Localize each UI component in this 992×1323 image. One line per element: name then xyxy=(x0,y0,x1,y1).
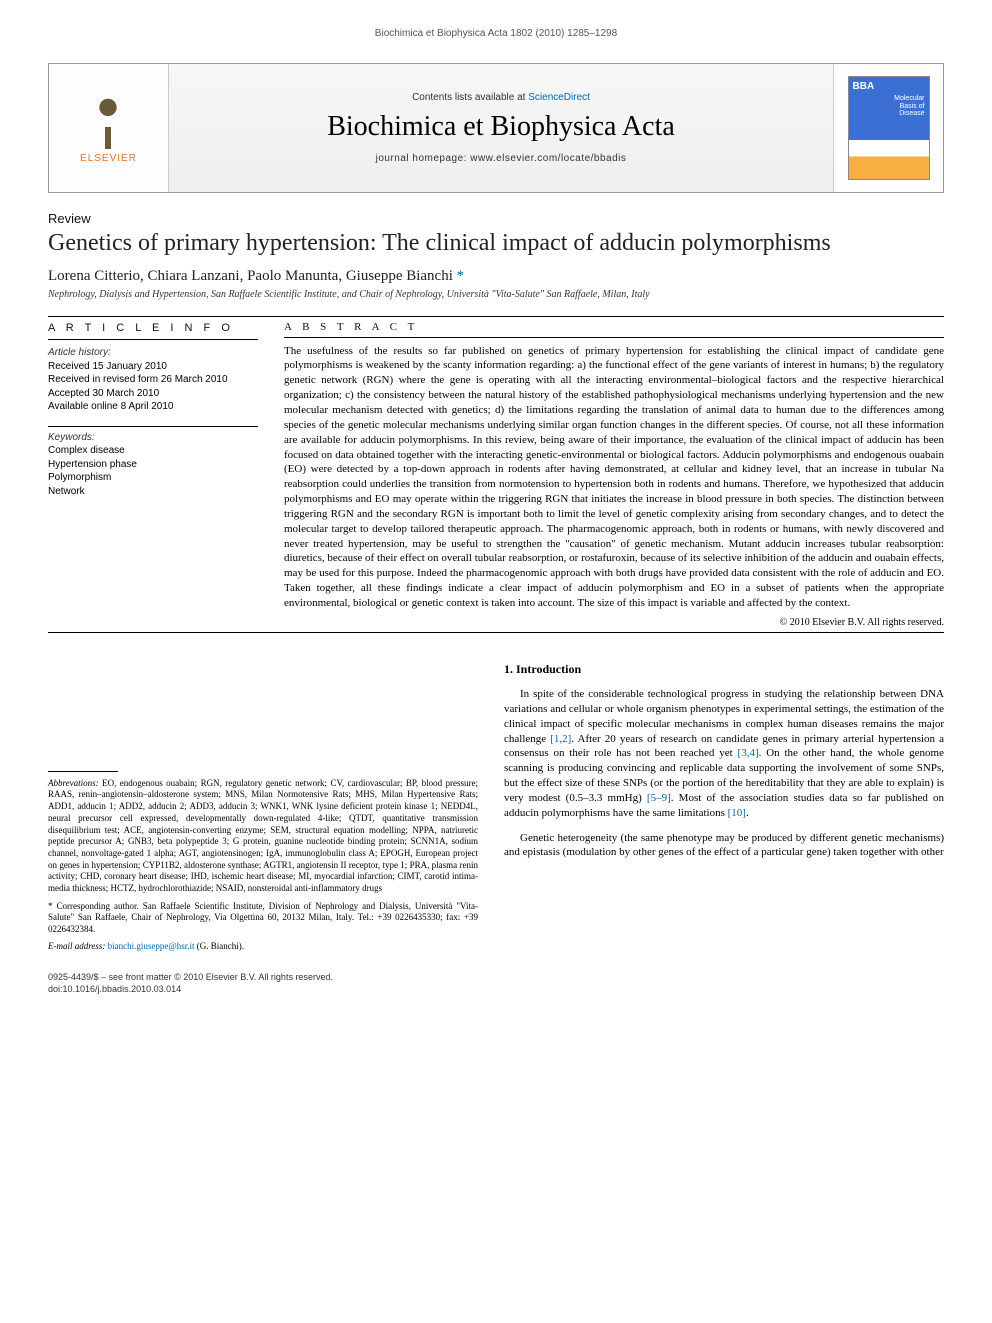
abbrev-label: Abbrevations: xyxy=(48,778,99,788)
email-line: E-mail address: bianchi.giuseppe@hsr.it … xyxy=(48,940,478,952)
front-matter-line: 0925-4439/$ – see front matter © 2010 El… xyxy=(48,972,944,984)
corresponding-mark: * xyxy=(457,268,465,284)
abstract-copyright: © 2010 Elsevier B.V. All rights reserved… xyxy=(284,617,944,628)
article-history: Article history: Received 15 January 201… xyxy=(48,346,258,414)
ref-link[interactable]: [3,4] xyxy=(738,747,759,759)
right-column: 1. Introduction In spite of the consider… xyxy=(504,661,944,952)
keywords-label: Keywords: xyxy=(48,431,258,445)
abstract-text: The usefulness of the results so far pub… xyxy=(284,344,944,611)
homepage-prefix: journal homepage: xyxy=(376,153,471,164)
article-info-heading: A R T I C L E I N F O xyxy=(48,321,258,341)
doi-line: doi:10.1016/j.bbadis.2010.03.014 xyxy=(48,984,944,996)
elsevier-tree-icon xyxy=(80,93,136,149)
intro-para-1: In spite of the considerable technologic… xyxy=(504,687,944,821)
contents-prefix: Contents lists available at xyxy=(412,92,528,103)
received-date: Received 15 January 2010 xyxy=(48,360,258,374)
abbreviations: Abbrevations: EO, endogenous ouabain; RG… xyxy=(48,778,478,895)
left-column: Abbrevations: EO, endogenous ouabain; RG… xyxy=(48,661,478,952)
email-label: E-mail address: xyxy=(48,941,105,951)
authors-text: Lorena Citterio, Chiara Lanzani, Paolo M… xyxy=(48,268,453,284)
article-title: Genetics of primary hypertension: The cl… xyxy=(48,230,944,258)
publisher-logo-box: ELSEVIER xyxy=(49,64,169,192)
email-link[interactable]: bianchi.giuseppe@hsr.it xyxy=(108,941,195,951)
accepted-date: Accepted 30 March 2010 xyxy=(48,387,258,401)
cover-acronym: BBA xyxy=(853,81,875,92)
history-label: Article history: xyxy=(48,346,258,360)
publisher-name: ELSEVIER xyxy=(80,153,137,164)
sciencedirect-link[interactable]: ScienceDirect xyxy=(528,92,590,103)
revised-date: Received in revised form 26 March 2010 xyxy=(48,373,258,387)
ref-link[interactable]: [5–9] xyxy=(647,792,671,804)
section-heading: 1. Introduction xyxy=(504,661,944,677)
journal-homepage: journal homepage: www.elsevier.com/locat… xyxy=(376,153,627,164)
keywords-block: Keywords: Complex disease Hypertension p… xyxy=(48,431,258,499)
article-type: Review xyxy=(48,211,944,226)
keyword: Network xyxy=(48,485,258,499)
author-list: Lorena Citterio, Chiara Lanzani, Paolo M… xyxy=(48,268,944,285)
abstract-heading: A B S T R A C T xyxy=(284,321,944,338)
divider xyxy=(48,632,944,633)
abbrev-text: EO, endogenous ouabain; RGN, regulatory … xyxy=(48,778,478,893)
online-date: Available online 8 April 2010 xyxy=(48,400,258,414)
homepage-url: www.elsevier.com/locate/bbadis xyxy=(470,153,626,164)
cover-subtitle: Molecular Basis of Disease xyxy=(894,95,924,118)
abstract-column: A B S T R A C T The usefulness of the re… xyxy=(284,321,944,628)
intro-para-2: Genetic heterogeneity (the same phenotyp… xyxy=(504,831,944,861)
divider xyxy=(48,426,258,427)
text: . xyxy=(746,807,749,819)
journal-cover-thumb: BBA Molecular Basis of Disease xyxy=(848,76,930,180)
corresponding-author-note: * Corresponding author. San Raffaele Sci… xyxy=(48,901,478,936)
contents-line: Contents lists available at ScienceDirec… xyxy=(412,92,590,103)
footnote-rule xyxy=(48,771,118,772)
email-who: (G. Bianchi). xyxy=(194,941,244,951)
running-header: Biochimica et Biophysica Acta 1802 (2010… xyxy=(48,28,944,39)
journal-masthead: ELSEVIER Contents lists available at Sci… xyxy=(48,63,944,193)
cover-thumb-box: BBA Molecular Basis of Disease xyxy=(833,64,943,192)
keyword: Hypertension phase xyxy=(48,458,258,472)
masthead-center: Contents lists available at ScienceDirec… xyxy=(169,64,833,192)
affiliation: Nephrology, Dialysis and Hypertension, S… xyxy=(48,289,944,300)
journal-name: Biochimica et Biophysica Acta xyxy=(327,111,675,143)
ref-link[interactable]: [10] xyxy=(728,807,746,819)
bottom-matter: 0925-4439/$ – see front matter © 2010 El… xyxy=(48,972,944,995)
article-info-column: A R T I C L E I N F O Article history: R… xyxy=(48,321,258,628)
divider xyxy=(48,316,944,317)
body-two-column: Abbrevations: EO, endogenous ouabain; RG… xyxy=(48,661,944,952)
info-abstract-row: A R T I C L E I N F O Article history: R… xyxy=(48,321,944,628)
keyword: Polymorphism xyxy=(48,471,258,485)
keyword: Complex disease xyxy=(48,444,258,458)
ref-link[interactable]: [1,2] xyxy=(550,733,571,745)
